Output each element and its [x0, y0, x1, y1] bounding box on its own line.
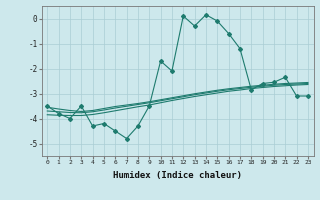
- X-axis label: Humidex (Indice chaleur): Humidex (Indice chaleur): [113, 171, 242, 180]
